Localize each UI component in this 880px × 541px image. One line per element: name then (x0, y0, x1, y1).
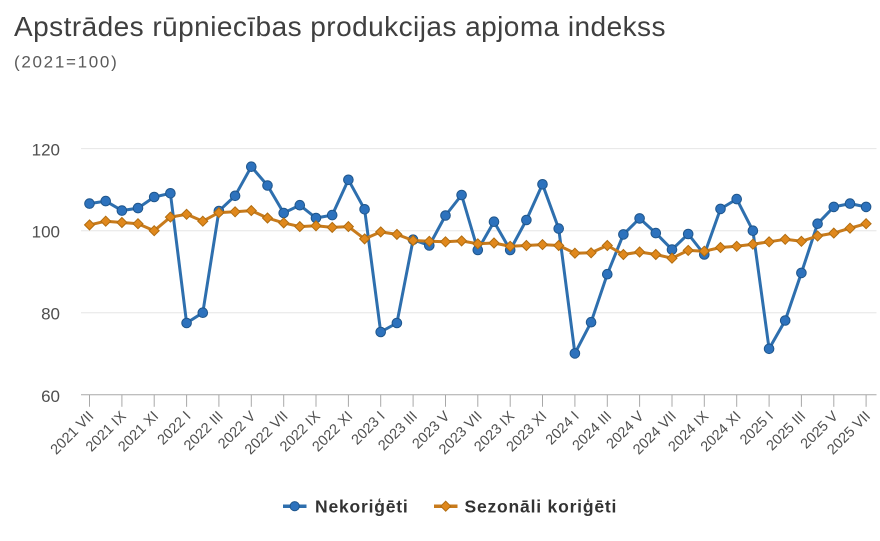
svg-text:Apstrādes rūpniecības produkci: Apstrādes rūpniecības produkcijas apjoma… (14, 11, 666, 42)
svg-text:80: 80 (41, 305, 60, 324)
svg-text:100: 100 (32, 223, 60, 242)
svg-text:Sezonāli koriģēti: Sezonāli koriģēti (465, 497, 618, 517)
svg-text:60: 60 (41, 387, 60, 406)
svg-text:120: 120 (32, 141, 60, 160)
svg-text:Nekoriģēti: Nekoriģēti (315, 497, 409, 517)
svg-text:(2021=100): (2021=100) (14, 53, 118, 72)
